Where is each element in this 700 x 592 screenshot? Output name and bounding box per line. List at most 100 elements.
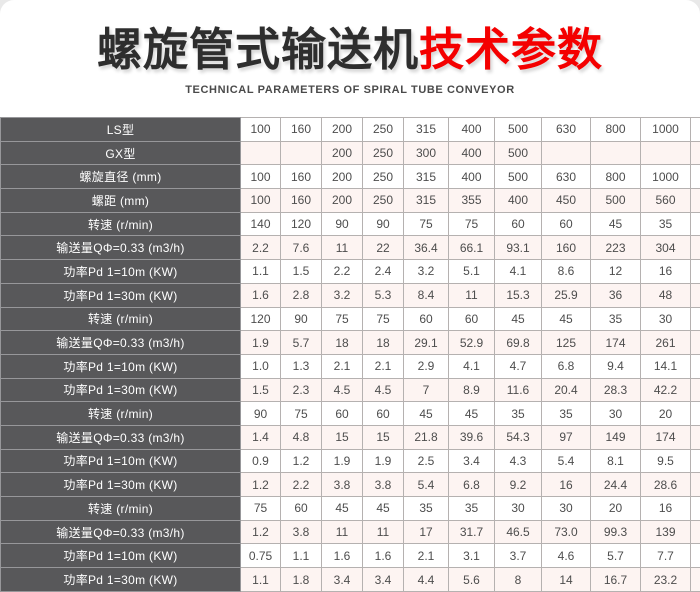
cell: 2.2 (240, 235, 281, 261)
cell: 4.3 (494, 448, 542, 474)
row-label: 功率Pd 1=30m (KW) (0, 282, 241, 308)
cell: 3.4 (362, 567, 404, 592)
cell: 75 (321, 306, 363, 332)
page-subtitle: TECHNICAL PARAMETERS OF SPIRAL TUBE CONV… (185, 84, 515, 96)
cell: 2.2 (321, 259, 363, 284)
cell: 5.4 (541, 448, 591, 474)
cell: 30 (541, 496, 591, 521)
cell: 35 (494, 401, 542, 426)
cell: 100 (240, 164, 281, 190)
cell: 4.5 (362, 377, 404, 403)
cell: 9.5 (640, 448, 691, 474)
cell: 9.2 (494, 472, 542, 497)
cell: 2.1 (403, 543, 449, 569)
cell: 45 (321, 496, 363, 521)
table-row: 转速 (r/min)12090757560604545353020 (0, 306, 700, 332)
cell: 15.3 (494, 282, 542, 308)
cell (280, 140, 322, 166)
cell: 60 (448, 306, 495, 332)
cell: 46.5 (494, 519, 542, 545)
cell: 4.5 (321, 377, 363, 403)
cell: 18 (362, 330, 404, 355)
table-row: 转速 (r/min)9075606045453535302016 (0, 401, 700, 426)
table-row: 功率Pd 1=10m (KW) 1.1 1.5 2.2 2.4 3.2 5.1 4.1 8.6 1… (0, 259, 700, 284)
cell: 39.6 (448, 424, 495, 450)
table-row: 功率Pd 1=30m (KW) 1.1 1.8 3.4 3.4 4.4 5.6 8 14 16.7… (0, 567, 700, 592)
cell: 1.2 (280, 448, 322, 474)
cell: 1.6 (240, 282, 281, 308)
row-label: 输送量QΦ=0.33 (m3/h) (0, 235, 241, 261)
cell: 304 (640, 235, 691, 261)
cell: 29.1 (403, 330, 449, 355)
cell: 120 (240, 306, 281, 332)
cell: 75 (240, 496, 281, 521)
cell: 54.3 (494, 424, 542, 450)
cell: 90 (321, 211, 363, 237)
cell: 30 (590, 401, 641, 426)
title-red-text: 技术参数 (419, 24, 604, 75)
cell: 99.3 (590, 519, 641, 545)
cell: 90 (362, 211, 404, 237)
cell: 31.7 (448, 519, 495, 545)
cell: 69.8 (494, 330, 542, 355)
cell: 35 (448, 496, 495, 521)
cell: 4.8 (280, 424, 322, 450)
cell: 4.6 (541, 543, 591, 569)
cell (640, 140, 691, 166)
cell: 11.6 (494, 377, 542, 403)
cell: 630 (541, 117, 591, 142)
cell: 45 (590, 211, 641, 237)
cell: 16 (640, 259, 691, 284)
cell: 1.9 (321, 448, 363, 474)
cell: 45 (494, 306, 542, 332)
table-body: LS型10016020025031540050063080010001250GX… (0, 117, 700, 592)
cell: 4.1 (494, 259, 542, 284)
cell: 13.3 (690, 448, 700, 474)
cell: 5.3 (362, 282, 404, 308)
cell: 1.9 (362, 448, 404, 474)
cell: 2.9 (403, 353, 449, 379)
cell: 2.4 (362, 259, 404, 284)
row-label: 螺旋直径 (mm) (0, 164, 241, 190)
cell: 1.1 (240, 567, 281, 592)
cell: 3.4 (448, 448, 495, 474)
table-row: 转速 (r/min)7560454535353030201613 (0, 496, 700, 521)
cell: 1.1 (280, 543, 322, 569)
cell: 2.1 (362, 353, 404, 379)
cell: 4.7 (494, 353, 542, 379)
cell: 223 (590, 235, 641, 261)
cell: 20 (590, 496, 641, 521)
table-row: 输送量QΦ=0.33 (m3/h) 1.9 5.7 18 18 29.1 52.9 69.8 1… (0, 330, 700, 355)
cell: 45 (403, 401, 449, 426)
cell: 23.2 (640, 567, 691, 592)
cell: 28.3 (590, 377, 641, 403)
cell: 75 (280, 401, 322, 426)
cell: 200 (321, 164, 363, 190)
table-row: 功率Pd 1=10m (KW) 0.75 1.1 1.6 1.6 2.1 3.1 3.7 4.6… (0, 543, 700, 569)
cell: 100 (240, 117, 281, 142)
cell: 400 (448, 164, 495, 190)
cell: 500 (494, 164, 542, 190)
table-row: 转速 (r/min)140120909075756060453530 (0, 211, 700, 237)
cell: 3.8 (280, 519, 322, 545)
cell: 11 (321, 519, 363, 545)
cell: 18 (321, 330, 363, 355)
cell: 160 (541, 235, 591, 261)
cell: 75 (362, 306, 404, 332)
cell: 1.8 (280, 567, 322, 592)
cell: 3.8 (362, 472, 404, 497)
header: 螺旋管式输送机技术参数 TECHNICAL PARAMETERS OF SPIR… (0, 0, 700, 117)
parameters-table: LS型10016020025031540050063080010001250GX… (0, 117, 700, 592)
cell: 14 (541, 567, 591, 592)
table-row: 功率Pd 1=30m (KW) 1.6 2.8 3.2 5.3 8.4 11 15.3 25.9… (0, 282, 700, 308)
cell: 100 (240, 188, 281, 213)
cell: 244 (690, 424, 700, 450)
cell: 1.5 (240, 377, 281, 403)
cell: 630 (541, 164, 591, 190)
cell: 200 (321, 188, 363, 213)
cell: 1.3 (280, 353, 322, 379)
cell: 3.4 (321, 567, 363, 592)
cell: 120 (280, 211, 322, 237)
cell: 36.4 (403, 235, 449, 261)
cell: 97 (541, 424, 591, 450)
